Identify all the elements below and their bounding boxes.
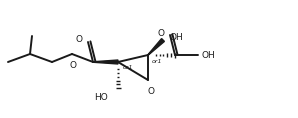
Text: OH: OH [201, 51, 215, 59]
Text: or1: or1 [152, 59, 162, 64]
Text: HO: HO [94, 93, 108, 102]
Polygon shape [148, 39, 164, 55]
Text: O: O [75, 36, 82, 44]
Text: O: O [69, 61, 77, 70]
Text: OH: OH [169, 34, 183, 42]
Text: O: O [148, 87, 154, 96]
Text: O: O [158, 29, 165, 38]
Text: or1: or1 [123, 65, 134, 70]
Polygon shape [93, 60, 118, 64]
